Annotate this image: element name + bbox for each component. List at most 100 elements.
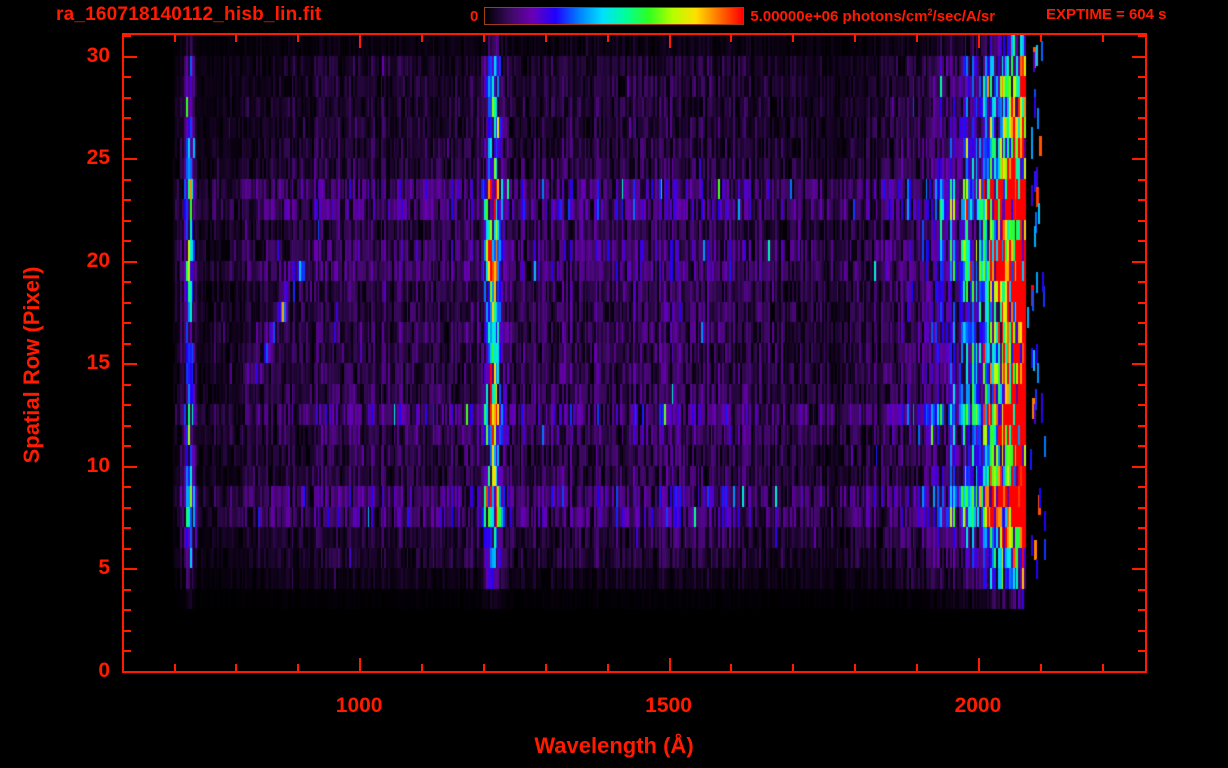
y-minor-tick: [124, 630, 131, 632]
x-minor-tick: [916, 664, 918, 671]
colorbar: 0 5.00000e+06 photons/cm2/sec/A/sr: [470, 5, 995, 27]
y-minor-tick-right: [1138, 507, 1145, 509]
y-major-tick: [124, 363, 137, 365]
x-major-tick-top: [669, 35, 671, 48]
x-minor-tick: [607, 664, 609, 671]
spectrogram-heatmap: [124, 35, 1145, 671]
y-major-tick: [124, 261, 137, 263]
y-minor-tick-right: [1138, 609, 1145, 611]
y-axis-tick-labels: 0 5 10 15 20 25 30: [38, 0, 110, 768]
y-major-tick: [124, 466, 137, 468]
y-minor-tick-right: [1138, 322, 1145, 324]
y-minor-tick: [124, 343, 131, 345]
plot-frame: [122, 33, 1147, 673]
x-minor-tick-top: [421, 35, 423, 42]
y-minor-tick-right: [1138, 117, 1145, 119]
x-minor-tick-top: [792, 35, 794, 42]
y-minor-tick-right: [1138, 35, 1145, 37]
y-major-tick-right: [1132, 568, 1145, 570]
y-tick-label: 25: [86, 146, 110, 170]
x-major-tick-top: [978, 35, 980, 48]
y-minor-tick-right: [1138, 76, 1145, 78]
x-minor-tick: [483, 664, 485, 671]
y-minor-tick-right: [1138, 486, 1145, 488]
y-minor-tick: [124, 322, 131, 324]
y-tick-label: 5: [98, 556, 110, 580]
y-minor-tick-right: [1138, 199, 1145, 201]
y-major-tick-right: [1132, 671, 1145, 673]
y-minor-tick-right: [1138, 589, 1145, 591]
y-tick-label: 20: [86, 248, 110, 272]
x-minor-tick-top: [483, 35, 485, 42]
x-major-tick: [669, 658, 671, 671]
page-title: ra_160718140112_hisb_lin.fit: [56, 4, 322, 25]
y-major-tick-right: [1132, 158, 1145, 160]
y-minor-tick: [124, 281, 131, 283]
x-major-tick-top: [359, 35, 361, 48]
x-minor-tick-top: [607, 35, 609, 42]
y-minor-tick-right: [1138, 650, 1145, 652]
x-minor-tick: [235, 664, 237, 671]
y-minor-tick-right: [1138, 138, 1145, 140]
y-minor-tick: [124, 609, 131, 611]
x-minor-tick-top: [1102, 35, 1104, 42]
x-tick-label: 1000: [335, 694, 383, 717]
x-minor-tick-top: [235, 35, 237, 42]
y-tick-label: 15: [86, 351, 110, 375]
colorbar-gradient: [484, 7, 745, 25]
colorbar-units-exponent: 2: [927, 7, 933, 17]
y-minor-tick-right: [1138, 548, 1145, 550]
x-axis-title: Wavelength (Å): [534, 733, 694, 758]
y-minor-tick: [124, 97, 131, 99]
y-minor-tick: [124, 138, 131, 140]
y-minor-tick: [124, 302, 131, 304]
y-minor-tick-right: [1138, 281, 1145, 283]
y-major-tick-right: [1132, 56, 1145, 58]
y-minor-tick: [124, 650, 131, 652]
x-minor-tick: [421, 664, 423, 671]
y-minor-tick-right: [1138, 302, 1145, 304]
x-major-tick: [978, 658, 980, 671]
y-major-tick-right: [1132, 363, 1145, 365]
x-minor-tick: [297, 664, 299, 671]
y-minor-tick-right: [1138, 240, 1145, 242]
x-minor-tick: [174, 664, 176, 671]
y-minor-tick: [124, 404, 131, 406]
x-minor-tick: [792, 664, 794, 671]
colorbar-max-value: 5.00000e+06: [750, 8, 839, 25]
colorbar-units-prefix: photons/cm: [838, 8, 928, 25]
y-minor-tick-right: [1138, 425, 1145, 427]
y-minor-tick-right: [1138, 97, 1145, 99]
x-minor-tick-top: [174, 35, 176, 42]
x-minor-tick: [1102, 664, 1104, 671]
y-tick-label: 10: [86, 453, 110, 477]
y-minor-tick: [124, 240, 131, 242]
x-minor-tick-top: [916, 35, 918, 42]
exposure-time-label: EXPTIME = 604 s: [1046, 6, 1167, 23]
y-major-tick-right: [1132, 261, 1145, 263]
x-minor-tick: [545, 664, 547, 671]
y-minor-tick-right: [1138, 527, 1145, 529]
colorbar-max-label: 5.00000e+06 photons/cm2/sec/A/sr: [750, 7, 995, 25]
y-tick-label: 0: [98, 659, 110, 682]
y-major-tick: [124, 56, 137, 58]
y-minor-tick: [124, 117, 131, 119]
y-minor-tick: [124, 548, 131, 550]
x-tick-label: 1500: [645, 694, 692, 717]
y-minor-tick-right: [1138, 220, 1145, 222]
y-minor-tick-right: [1138, 404, 1145, 406]
y-minor-tick-right: [1138, 179, 1145, 181]
x-minor-tick-top: [1040, 35, 1042, 42]
y-minor-tick: [124, 384, 131, 386]
y-minor-tick: [124, 199, 131, 201]
x-tick-label: 2000: [954, 694, 1002, 717]
y-minor-tick-right: [1138, 343, 1145, 345]
y-major-tick: [124, 568, 137, 570]
x-minor-tick-top: [545, 35, 547, 42]
y-minor-tick-right: [1138, 630, 1145, 632]
x-minor-tick-top: [297, 35, 299, 42]
y-minor-tick: [124, 35, 131, 37]
x-minor-tick: [1040, 664, 1042, 671]
x-minor-tick: [854, 664, 856, 671]
